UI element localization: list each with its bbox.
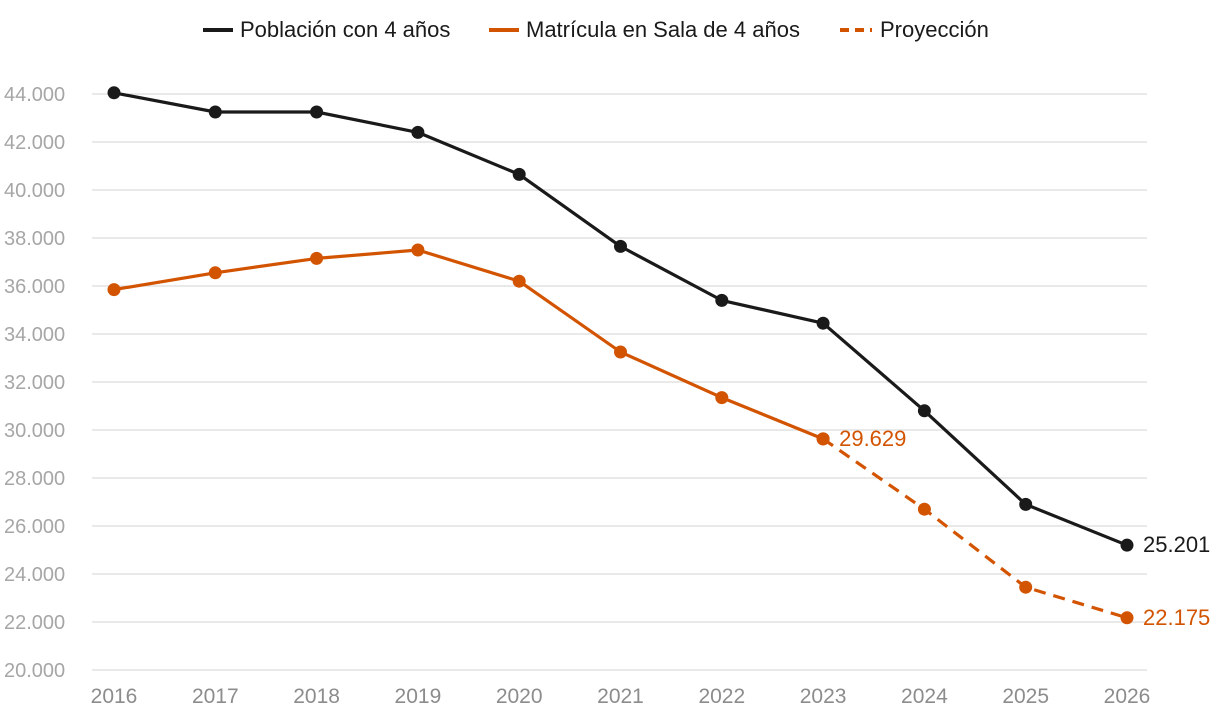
data-point-0 <box>715 293 729 307</box>
data-point-2 <box>1120 611 1134 625</box>
x-tick-label: 2023 <box>800 685 847 708</box>
y-tick-label: 34.000 <box>4 324 65 346</box>
data-point-0 <box>816 316 830 330</box>
x-tick-label: 2022 <box>698 685 745 708</box>
data-label: 25.201 <box>1143 532 1210 557</box>
legend-label-proyeccion: Proyección <box>880 17 989 42</box>
x-tick-label: 2024 <box>901 685 948 708</box>
legend-label-poblacion: Población con 4 años <box>240 17 450 42</box>
y-tick-label: 24.000 <box>4 564 65 586</box>
data-point-0 <box>614 239 627 253</box>
x-tick-label: 2016 <box>91 685 138 708</box>
data-point-2 <box>1019 580 1033 594</box>
y-tick-label: 38.000 <box>4 228 65 250</box>
data-point-1 <box>411 243 425 257</box>
y-tick-label: 20.000 <box>4 660 65 682</box>
x-tick-label: 2017 <box>192 685 239 708</box>
y-tick-label: 36.000 <box>4 276 65 298</box>
x-tick-label: 2018 <box>293 685 340 708</box>
data-point-0 <box>1019 497 1033 511</box>
y-tick-label: 42.000 <box>4 132 65 154</box>
y-tick-label: 28.000 <box>4 468 65 490</box>
x-tick-label: 2021 <box>597 685 644 708</box>
data-labels: 29.629 25.201 22.175 <box>839 426 1210 630</box>
series-line-1 <box>112 248 825 441</box>
x-axis-ticks: 2016 2017 2018 2019 2020 2021 2022 2023 2024 2025… <box>91 685 1151 708</box>
data-point-0 <box>208 105 222 119</box>
data-point-1 <box>208 266 222 280</box>
data-point-0 <box>411 125 425 139</box>
legend-label-matricula: Matrícula en Sala de 4 años <box>526 17 800 42</box>
data-point-2 <box>917 502 931 516</box>
x-tick-label: 2026 <box>1104 685 1151 708</box>
y-tick-label: 44.000 <box>4 84 65 106</box>
y-tick-label: 32.000 <box>4 372 65 394</box>
data-point-0 <box>107 86 121 100</box>
x-tick-label: 2020 <box>496 685 543 708</box>
y-tick-label: 22.000 <box>4 612 65 634</box>
data-point-1 <box>614 345 627 359</box>
x-tick-label: 2019 <box>395 685 442 708</box>
gridlines <box>92 93 1147 671</box>
y-tick-label: 40.000 <box>4 180 65 202</box>
y-tick-label: 26.000 <box>4 516 65 538</box>
data-label: 22.175 <box>1143 605 1210 630</box>
legend: Población con 4 años Matrícula en Sala d… <box>203 17 989 42</box>
data-point-0 <box>310 105 324 119</box>
data-point-0 <box>1120 538 1134 552</box>
data-point-1 <box>107 283 121 297</box>
data-point-0 <box>512 167 526 181</box>
y-tick-label: 30.000 <box>4 420 65 442</box>
series-line-0 <box>112 91 1129 547</box>
data-point-1 <box>512 274 526 288</box>
data-point-1 <box>715 391 729 405</box>
y-axis-ticks: 20.000 22.000 24.000 26.000 28.000 30.000 32.0… <box>4 84 65 682</box>
data-point-1 <box>310 251 324 265</box>
series-line-2 <box>822 437 1128 620</box>
data-point-1 <box>816 432 830 446</box>
data-point-0 <box>917 404 931 418</box>
series <box>107 86 1134 625</box>
x-tick-label: 2025 <box>1002 685 1049 708</box>
data-label: 29.629 <box>839 426 906 451</box>
